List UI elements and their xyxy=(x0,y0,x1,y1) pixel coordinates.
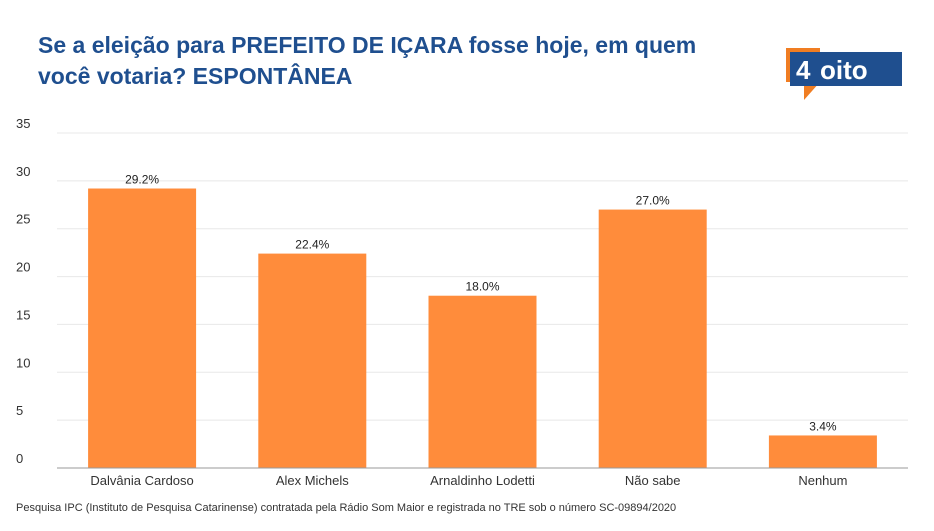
bar xyxy=(768,435,877,468)
y-tick-label: 15 xyxy=(16,307,30,322)
bar xyxy=(428,295,537,468)
x-tick-label: Não sabe xyxy=(625,473,681,488)
logo-background xyxy=(790,52,902,86)
logo-text: oito xyxy=(820,55,868,85)
x-tick-label: Dalvânia Cardoso xyxy=(90,473,193,488)
brand-logo: 4 oito xyxy=(786,48,902,100)
x-tick-label: Arnaldinho Lodetti xyxy=(430,473,535,488)
bar xyxy=(598,209,707,469)
bar xyxy=(258,253,367,468)
x-tick-label: Alex Michels xyxy=(276,473,349,488)
bar xyxy=(88,188,197,468)
data-label: 18.0% xyxy=(465,280,499,294)
y-tick-label: 10 xyxy=(16,355,30,370)
y-tick-label: 0 xyxy=(16,451,23,466)
data-label: 22.4% xyxy=(295,238,329,252)
y-tick-label: 20 xyxy=(16,260,30,275)
x-tick-label: Nenhum xyxy=(798,473,847,488)
y-tick-label: 35 xyxy=(16,116,30,131)
source-footnote: Pesquisa IPC (Instituto de Pesquisa Cata… xyxy=(16,502,677,514)
data-label: 3.4% xyxy=(809,419,837,433)
y-tick-label: 30 xyxy=(16,164,30,179)
y-tick-label: 25 xyxy=(16,212,30,227)
data-label: 27.0% xyxy=(636,194,670,208)
y-tick-label: 5 xyxy=(16,403,23,418)
data-label: 29.2% xyxy=(125,173,159,187)
logo-digit: 4 xyxy=(796,55,811,85)
chart-title: Se a eleição para PREFEITO DE IÇARA foss… xyxy=(38,32,697,89)
